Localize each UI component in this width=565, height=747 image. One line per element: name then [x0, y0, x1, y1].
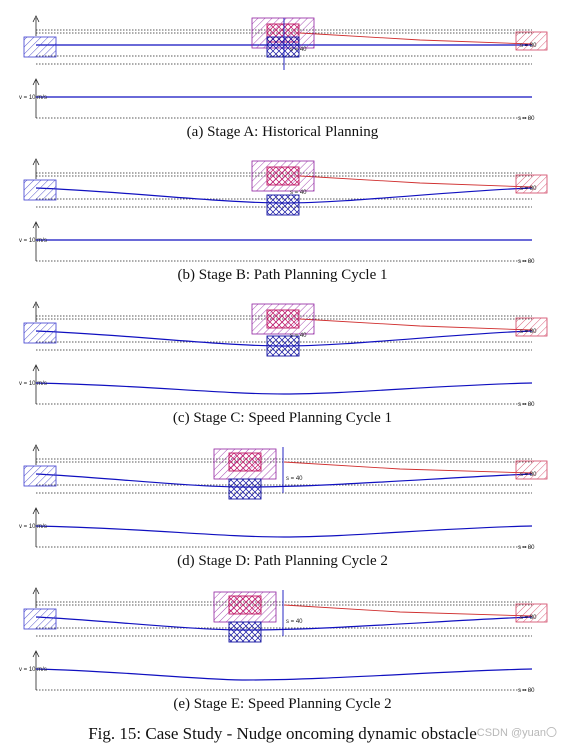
end-s-label: s = 80: [520, 472, 537, 478]
v-label: v = 10 m/s: [19, 524, 47, 530]
ego-vehicle: [23, 36, 57, 58]
stage-d: s = 40 s = 80 v = 10 m/s s = 80 (d) Stag…: [0, 429, 565, 574]
s-axis-label: s = 80: [518, 116, 535, 122]
stage-a-plot: s = 40 s = 80 v = 10 m/s s = 80: [19, 15, 548, 122]
static-obstacle: [515, 317, 548, 337]
dynamic-obstacle: [266, 166, 300, 186]
stage-b: s = 40 s = 80 v = 10 m/s s = 80 (b) Stag…: [0, 143, 565, 288]
ego-vehicle: [23, 465, 57, 487]
v-label: v = 10 m/s: [19, 238, 47, 244]
obs-s-label: s = 40: [290, 47, 307, 53]
speed-profile: [35, 525, 533, 538]
speed-profile: [35, 382, 533, 395]
dynamic-obstacle: [228, 595, 262, 615]
speed-profile: [35, 668, 533, 681]
reference-line: [299, 175, 533, 188]
caption-a: (a) Stage A: Historical Planning: [186, 124, 379, 140]
caption-d: (d) Stage D: Path Planning Cycle 2: [177, 553, 388, 569]
stage-e-plot: s = 40 s = 80 v = 10 m/s s = 80: [19, 587, 548, 694]
end-s-label: s = 80: [520, 186, 537, 192]
ego-at-obstacle: [266, 335, 300, 357]
caption-b: (b) Stage B: Path Planning Cycle 1: [177, 267, 388, 283]
static-obstacle: [515, 31, 548, 51]
end-s-label: s = 80: [520, 329, 537, 335]
figure-caption: Fig. 15: Case Study - Nudge oncoming dyn…: [88, 724, 477, 743]
ego-vehicle: [23, 608, 57, 630]
path-line: [35, 473, 533, 488]
end-s-label: s = 80: [520, 43, 537, 49]
path-line: [35, 616, 533, 631]
ego-at-obstacle: [266, 194, 300, 216]
v-label: v = 10 m/s: [19, 95, 47, 101]
caption-c: (c) Stage C: Speed Planning Cycle 1: [172, 410, 393, 426]
static-obstacle: [515, 460, 548, 480]
ego-at-obstacle: [228, 478, 262, 500]
static-obstacle: [515, 603, 548, 623]
obs-s-label: s = 40: [286, 619, 303, 625]
s-axis-label: s = 80: [518, 259, 535, 265]
v-label: v = 10 m/s: [19, 667, 47, 673]
ego-at-obstacle: [228, 621, 262, 643]
ego-vehicle: [23, 322, 57, 344]
stage-d-plot: s = 40 s = 80 v = 10 m/s s = 80: [19, 444, 548, 551]
s-axis-label: s = 80: [518, 402, 535, 408]
obs-s-label: s = 40: [290, 333, 307, 339]
stage-a: s = 40 s = 80 v = 10 m/s s = 80 (a) Stag…: [0, 0, 565, 145]
obs-s-label: s = 40: [286, 476, 303, 482]
obs-s-label: s = 40: [290, 190, 307, 196]
end-s-label: s = 80: [520, 615, 537, 621]
caption-e: (e) Stage E: Speed Planning Cycle 2: [173, 696, 392, 712]
v-label: v = 10 m/s: [19, 381, 47, 387]
static-obstacle: [515, 174, 548, 194]
stage-e: s = 40 s = 80 v = 10 m/s s = 80 (e) Stag…: [0, 572, 565, 717]
dynamic-obstacle: [266, 309, 300, 329]
watermark: CSDN @yuan〇: [476, 727, 557, 739]
s-axis-label: s = 80: [518, 688, 535, 694]
ego-at-obstacle: [266, 36, 300, 58]
stage-b-plot: s = 40 s = 80 v = 10 m/s s = 80: [19, 158, 548, 265]
ego-vehicle: [23, 179, 57, 201]
reference-line: [299, 32, 533, 45]
stage-c: s = 40 s = 80 v = 10 m/s s = 80 (c) Stag…: [0, 286, 565, 431]
s-axis-label: s = 80: [518, 545, 535, 551]
dynamic-obstacle: [228, 452, 262, 472]
stage-c-plot: s = 40 s = 80 v = 10 m/s s = 80: [19, 301, 548, 408]
